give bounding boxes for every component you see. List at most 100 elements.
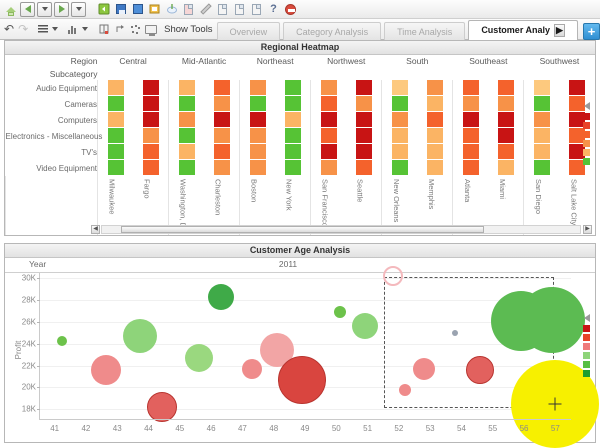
scatter-bubble[interactable]: [519, 286, 586, 353]
save-as-icon[interactable]: [130, 2, 145, 17]
heatmap-city-label[interactable]: Washington, DC: [178, 179, 188, 234]
heatmap-cell[interactable]: [391, 160, 408, 176]
scatter-legend-swatch[interactable]: [583, 361, 590, 368]
heatmap-cell[interactable]: [497, 112, 514, 128]
heatmap-cell[interactable]: [462, 144, 479, 160]
heatmap-cell[interactable]: [426, 96, 443, 112]
scatter-legend-swatch[interactable]: [583, 370, 590, 377]
heatmap-cell[interactable]: [426, 144, 443, 160]
heatmap-cell[interactable]: [391, 80, 408, 96]
heatmap-cell[interactable]: [355, 160, 372, 176]
heatmap-cell[interactable]: [284, 160, 301, 176]
heatmap-cell[interactable]: [497, 96, 514, 112]
heatmap-cell[interactable]: [107, 160, 124, 176]
save-icon[interactable]: [113, 2, 128, 17]
scatter-legend-collapse-arrow-icon[interactable]: [583, 314, 590, 322]
heatmap-cell[interactable]: [142, 128, 159, 144]
heatmap-city-label[interactable]: New Orleans: [391, 179, 401, 223]
heatmap-legend-swatch[interactable]: [583, 140, 590, 147]
region-header-southwest[interactable]: Southwest: [539, 56, 580, 66]
duplicate-sheet-icon[interactable]: [232, 2, 247, 17]
heatmap-cell[interactable]: [213, 96, 230, 112]
heatmap-cell[interactable]: [355, 128, 372, 144]
heatmap-cell[interactable]: [249, 144, 266, 160]
heatmap-legend-swatch[interactable]: [583, 149, 590, 156]
heatmap-cell[interactable]: [107, 96, 124, 112]
heatmap-city-label[interactable]: Boston: [249, 179, 259, 203]
heatmap-legend-swatch[interactable]: [583, 113, 590, 120]
heatmap-cell[interactable]: [320, 96, 337, 112]
heatmap-cell[interactable]: [249, 96, 266, 112]
heatmap-cell[interactable]: [569, 112, 586, 128]
heatmap-cell[interactable]: [391, 96, 408, 112]
heatmap-cell[interactable]: [569, 96, 586, 112]
refresh-icon[interactable]: [96, 2, 111, 17]
heatmap-cell[interactable]: [178, 160, 195, 176]
heatmap-cell[interactable]: [142, 80, 159, 96]
stop-icon[interactable]: [283, 2, 298, 17]
scatter-legend-swatch[interactable]: [583, 334, 590, 341]
hierarchy-icon[interactable]: [113, 22, 127, 37]
heatmap-cell[interactable]: [569, 80, 586, 96]
heatmap-cell[interactable]: [355, 144, 372, 160]
heatmap-cell[interactable]: [462, 80, 479, 96]
heatmap-city-label[interactable]: Fargo: [142, 179, 152, 199]
heatmap-cell[interactable]: [534, 160, 551, 176]
export-icon[interactable]: [147, 2, 162, 17]
scatter-bubble[interactable]: [122, 319, 157, 354]
heatmap-cell[interactable]: [213, 128, 230, 144]
heatmap-cell[interactable]: [107, 80, 124, 96]
scatter-bubble[interactable]: [351, 313, 378, 340]
heatmap-cell[interactable]: [569, 128, 586, 144]
heatmap-scrollbar-thumb[interactable]: [121, 226, 485, 233]
year-value[interactable]: 2011: [278, 259, 298, 269]
home-icon[interactable]: [3, 2, 18, 17]
heatmap-cell[interactable]: [462, 112, 479, 128]
heatmap-cell[interactable]: [142, 144, 159, 160]
heatmap-cell[interactable]: [426, 128, 443, 144]
heatmap-cell[interactable]: [391, 128, 408, 144]
heatmap-cell[interactable]: [426, 80, 443, 96]
scatter-legend-swatch[interactable]: [583, 343, 590, 350]
tab-category-analysis[interactable]: Category Analysis: [283, 21, 382, 40]
heatmap-cell[interactable]: [142, 112, 159, 128]
back-arrow-icon[interactable]: [20, 1, 35, 17]
scatter-legend-swatch[interactable]: [583, 352, 590, 359]
new-sheet-icon[interactable]: [215, 2, 230, 17]
heatmap-legend-swatch[interactable]: [583, 131, 590, 138]
heatmap-cell[interactable]: [213, 80, 230, 96]
scatter-legend-swatch[interactable]: [583, 325, 590, 332]
heatmap-cell[interactable]: [142, 96, 159, 112]
heatmap-city-label[interactable]: San Diego: [534, 179, 544, 215]
add-tab-button[interactable]: +: [583, 22, 600, 40]
heatmap-cell[interactable]: [249, 128, 266, 144]
back-dropdown-icon[interactable]: [37, 1, 52, 17]
heatmap-cell[interactable]: [462, 128, 479, 144]
heatmap-cell[interactable]: [320, 160, 337, 176]
heatmap-cell[interactable]: [569, 160, 586, 176]
heatmap-cell[interactable]: [497, 160, 514, 176]
legend-collapse-arrow-icon[interactable]: [583, 102, 590, 110]
heatmap-city-label[interactable]: Seattle: [355, 179, 365, 203]
scatter-bubble[interactable]: [466, 355, 495, 384]
region-header-central[interactable]: Central: [119, 56, 147, 66]
print-icon[interactable]: [181, 2, 196, 17]
forward-arrow-icon[interactable]: [54, 1, 69, 17]
heatmap-cell[interactable]: [462, 160, 479, 176]
heatmap-cell[interactable]: [426, 112, 443, 128]
scatter-bubble[interactable]: [208, 283, 235, 310]
region-header-southeast[interactable]: Southeast: [469, 56, 508, 66]
heatmap-horizontal-scrollbar[interactable]: [101, 225, 581, 234]
presentation-monitor-icon[interactable]: [144, 22, 158, 37]
heatmap-scroll-left-button[interactable]: ◀: [91, 225, 100, 234]
heatmap-cell[interactable]: [355, 112, 372, 128]
scatter-bubble[interactable]: [399, 383, 412, 396]
heatmap-cell[interactable]: [107, 128, 124, 144]
heatmap-cell[interactable]: [569, 144, 586, 160]
heatmap-cell[interactable]: [391, 144, 408, 160]
heatmap-cell[interactable]: [284, 112, 301, 128]
scatter-bubble[interactable]: [185, 343, 214, 372]
heatmap-cell[interactable]: [249, 80, 266, 96]
heatmap-cell[interactable]: [213, 144, 230, 160]
forward-dropdown-icon[interactable]: [71, 1, 86, 17]
